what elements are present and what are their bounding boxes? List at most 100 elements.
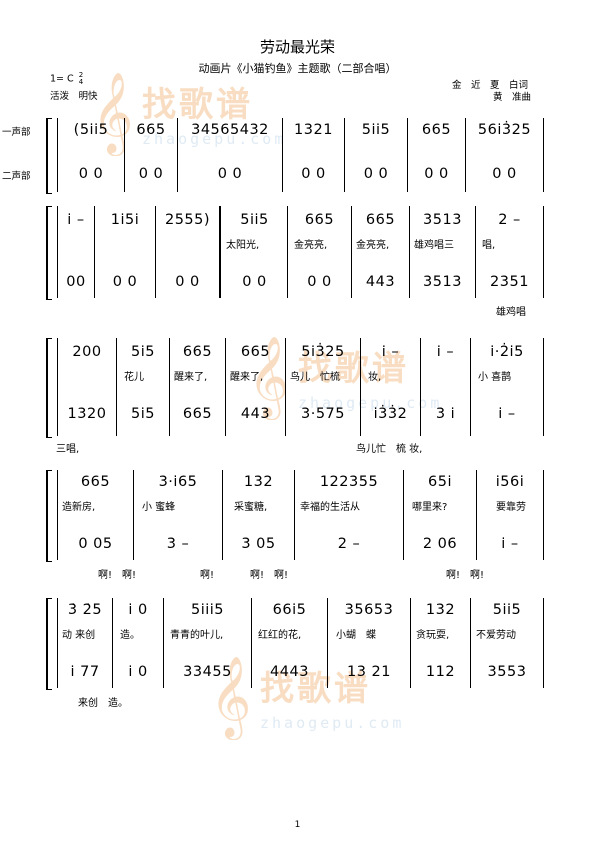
measure: 1321: [294, 122, 333, 138]
measure: 3553: [487, 664, 527, 680]
lyric: 红红的花,: [258, 630, 302, 641]
song-subtitle: 动画片《小猫钓鱼》主题歌（二部合唱）: [198, 62, 397, 75]
voice-2-notes: i̇ 77 i̇ 0 33455 4443 13 21 112 3553: [0, 662, 595, 682]
svg-text:找歌谱: 找歌谱: [142, 85, 253, 125]
measure: 00: [66, 274, 86, 290]
score-system-3: 200 5i̇5 665 665 5i̇3̇25 i̇ – i̇ – i̇·2̇…: [0, 338, 595, 438]
voice-1-notes: 665 3·i̇65 132 122355 65i̇ i̇56i̇: [0, 472, 595, 492]
svg-text:zhaogepu.com: zhaogepu.com: [298, 394, 442, 412]
measure: 1320: [67, 406, 107, 422]
measure: 13 21: [346, 664, 391, 680]
measure: i̇56i̇: [495, 474, 525, 490]
score-system-5: 3̇ 2̇5 i̇ 0 5i̇i̇i̇5 66i̇5 35653 132 5i̇…: [0, 598, 595, 690]
measure: 665: [365, 212, 396, 228]
score-system-2: i̇ – 1i̇5i̇ 2555) 5i̇i̇5 665 665 3513 2 …: [0, 206, 595, 300]
measure: 3·575: [300, 406, 345, 422]
measure: 5i̇5: [131, 344, 155, 360]
voice-2-notes: 00 0 0 0 0 0 0 0 0 443 3513 2351: [0, 272, 595, 292]
measure: 2 –: [337, 536, 361, 552]
lyric: 小蝴 蝶: [336, 630, 376, 641]
measure: 665: [240, 344, 271, 360]
system-brace: [46, 118, 52, 194]
measure: 2 06: [422, 536, 458, 552]
system-brace: [46, 206, 52, 300]
measure: 3 –: [166, 536, 190, 552]
measure: 5i̇i̇5: [361, 122, 391, 138]
voice-1-notes: i̇ – 1i̇5i̇ 2555) 5i̇i̇5 665 665 3513 2 …: [0, 210, 595, 230]
measure: 1i̇5i̇: [110, 212, 140, 228]
measure: (5i̇i̇5: [73, 122, 109, 138]
measure: 665: [182, 344, 213, 360]
measure: 443: [365, 274, 396, 290]
measure: 5i̇3̇25: [301, 344, 345, 360]
measure: 33455: [183, 664, 232, 680]
lyric: 造。: [120, 630, 140, 641]
measure: 5i̇i̇i̇5: [190, 602, 225, 618]
lyric: 青青的叶儿,: [170, 630, 224, 641]
lyric: 贪玩耍,: [416, 630, 450, 641]
svg-text:𝄞: 𝄞: [92, 71, 133, 156]
measure: 665: [421, 122, 452, 138]
lyric: 啊! 啊!: [446, 570, 485, 581]
system-brace: [46, 598, 52, 690]
measure: i̇ 0: [128, 602, 148, 618]
measure: 5i̇5: [131, 406, 155, 422]
measure: 0 0: [307, 274, 332, 290]
lyric: 啊! 啊!: [98, 570, 137, 581]
measure: 0 0: [492, 166, 517, 182]
svg-text:𝄞: 𝄞: [210, 655, 251, 740]
measure: 122355: [319, 474, 379, 490]
measure: 3 i̇: [435, 406, 456, 422]
lyric: 要靠劳: [496, 502, 526, 513]
measure: 443: [240, 406, 271, 422]
lyric: 唱,: [482, 240, 496, 251]
composer-credit: 黄 准曲: [493, 92, 532, 103]
voice-2-notes: 0 05 3 – 3 05 2 – 2 06 i̇ –: [0, 534, 595, 554]
lyric: 醒来了,: [230, 372, 264, 383]
lyric: 雄鸡唱三: [414, 240, 454, 251]
measure: 56i̇3̇25: [477, 122, 532, 138]
measure: 3513: [423, 274, 462, 290]
lyric: 小 蜜蜂: [142, 502, 176, 513]
measure: 3513: [423, 212, 462, 228]
measure: i̇·2̇i̇5: [490, 344, 524, 360]
measure: 2351: [490, 274, 529, 290]
measure: 0 0: [424, 166, 449, 182]
measure: 0 0: [363, 166, 389, 182]
song-title: 劳动最光荣: [259, 38, 335, 56]
svg-text:zhaogepu.com: zhaogepu.com: [260, 714, 404, 732]
measure: 5i̇i̇5: [240, 212, 269, 228]
score-system-4: 665 3·i̇65 132 122355 65i̇ i̇56i̇ 造新房, 小…: [0, 470, 595, 562]
measure: 0 0: [138, 166, 164, 182]
lyric: 醒来了,: [174, 372, 208, 383]
measure: 132: [425, 602, 456, 618]
lyricist-credit: 金 近 夏 白词: [452, 80, 529, 91]
page-number: 1: [294, 820, 301, 830]
measure: 34565432: [191, 122, 269, 138]
voice-2-notes: 1320 5i̇5 665 443 3·575 i̇3̇3̇2 3 i̇ i̇ …: [0, 404, 595, 424]
voice-2-notes: 0 0 0 0 0 0 0 0 0 0 0 0 0 0: [0, 164, 595, 184]
lyric: 采蜜糖,: [234, 502, 268, 513]
lyric: 鸟儿 忙梳: [290, 372, 340, 383]
lyric: 哪里来?: [412, 502, 448, 513]
measure: i̇ 77: [70, 664, 100, 680]
key-signature: 1= C 2 4: [50, 71, 84, 86]
lyric: 造新房,: [62, 502, 96, 513]
lyric: 妆,: [368, 372, 382, 383]
voice-label-2: 二声部: [2, 171, 31, 182]
measure: i̇ –: [498, 406, 516, 422]
measure: 65i̇: [428, 474, 452, 490]
measure: 665: [182, 406, 213, 422]
voice-label-1: 一声部: [2, 127, 31, 138]
lyric: 动 来创: [62, 630, 96, 641]
measure: 665: [80, 474, 111, 490]
lyric: 来创 造。: [78, 698, 128, 709]
lyric: 金亮亮,: [294, 240, 328, 251]
voice-1-notes: (5i̇i̇5 665 34565432 1321 5i̇i̇5 665 56i…: [0, 120, 595, 140]
measure: 3·i̇65: [158, 474, 198, 490]
measure: 0 0: [301, 166, 326, 182]
measure: i̇ –: [381, 344, 400, 360]
svg-text:找歌谱: 找歌谱: [260, 669, 371, 709]
lyric: 小 喜鹊: [478, 372, 512, 383]
measure: i̇3̇3̇2: [373, 406, 408, 422]
